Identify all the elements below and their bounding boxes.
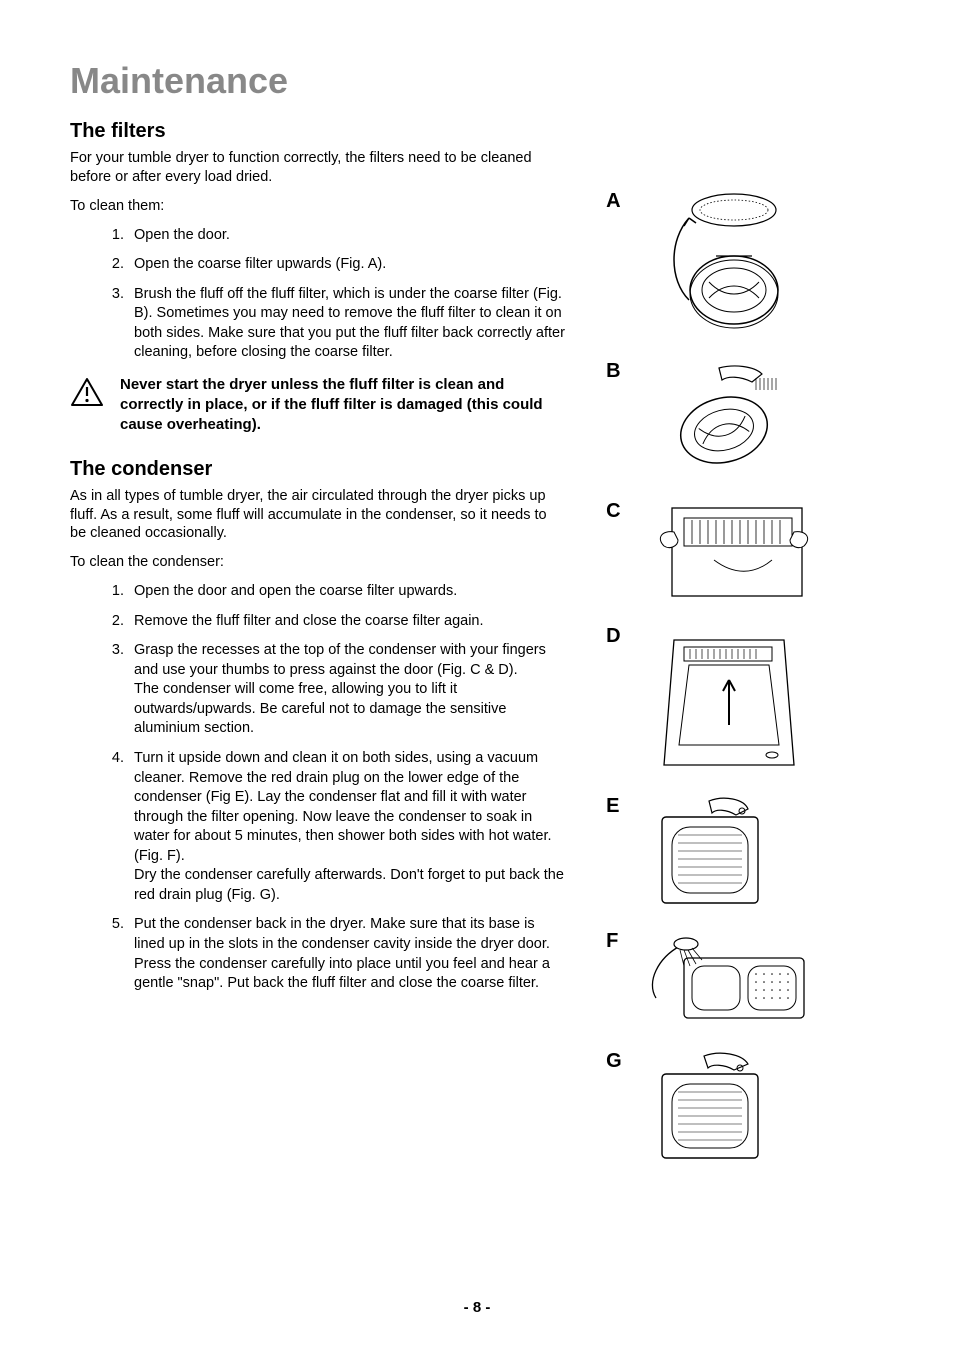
figure-C-label: C <box>606 500 626 523</box>
figure-D-label: D <box>606 625 626 648</box>
condenser-step-4: Turn it upside down and clean it on both… <box>128 749 566 906</box>
columns: The filters For your tumble dryer to fun… <box>70 120 884 1185</box>
figure-A-label: A <box>606 190 626 213</box>
filters-heading: The filters <box>70 120 566 143</box>
warning-icon <box>70 375 104 436</box>
condenser-step-3: Grasp the recesses at the top of the con… <box>128 641 566 739</box>
filters-lead: To clean them: <box>70 197 566 216</box>
filters-step-2: Open the coarse filter upwards (Fig. A). <box>128 255 566 275</box>
page-title: Maintenance <box>70 60 884 102</box>
warning-block: Never start the dryer unless the fluff f… <box>70 375 566 436</box>
figure-D-image <box>644 625 884 775</box>
figure-G-label: G <box>606 1050 626 1073</box>
figure-E-image <box>644 795 884 910</box>
right-column: A <box>606 120 884 1185</box>
figure-G-image <box>644 1050 884 1165</box>
figure-C: C <box>606 500 884 605</box>
warning-text: Never start the dryer unless the fluff f… <box>120 375 566 436</box>
figure-F-label: F <box>606 930 626 953</box>
figure-A-image <box>644 190 884 340</box>
filters-steps: Open the door. Open the coarse filter up… <box>70 226 566 363</box>
left-column: The filters For your tumble dryer to fun… <box>70 120 566 1185</box>
filters-step-3: Brush the fluff off the fluff filter, wh… <box>128 285 566 363</box>
filters-step-1: Open the door. <box>128 226 566 246</box>
figure-E: E <box>606 795 884 910</box>
condenser-intro: As in all types of tumble dryer, the air… <box>70 487 566 544</box>
figure-G: G <box>606 1050 884 1165</box>
condenser-steps: Open the door and open the coarse filter… <box>70 582 566 994</box>
figure-B: B <box>606 360 884 480</box>
figure-A: A <box>606 190 884 340</box>
figure-B-label: B <box>606 360 626 383</box>
condenser-step-5: Put the condenser back in the dryer. Mak… <box>128 915 566 993</box>
figure-E-label: E <box>606 795 626 818</box>
page-number: - 8 - <box>0 1299 954 1316</box>
figure-F: F <box>606 930 884 1030</box>
condenser-lead: To clean the condenser: <box>70 553 566 572</box>
condenser-step-2: Remove the fluff filter and close the co… <box>128 612 566 632</box>
figure-F-image <box>644 930 884 1030</box>
figure-B-image <box>644 360 884 480</box>
condenser-heading: The condenser <box>70 458 566 481</box>
figure-C-image <box>644 500 884 605</box>
figure-D: D <box>606 625 884 775</box>
filters-intro: For your tumble dryer to function correc… <box>70 149 566 187</box>
condenser-step-1: Open the door and open the coarse filter… <box>128 582 566 602</box>
page: Maintenance The filters For your tumble … <box>0 0 954 1350</box>
